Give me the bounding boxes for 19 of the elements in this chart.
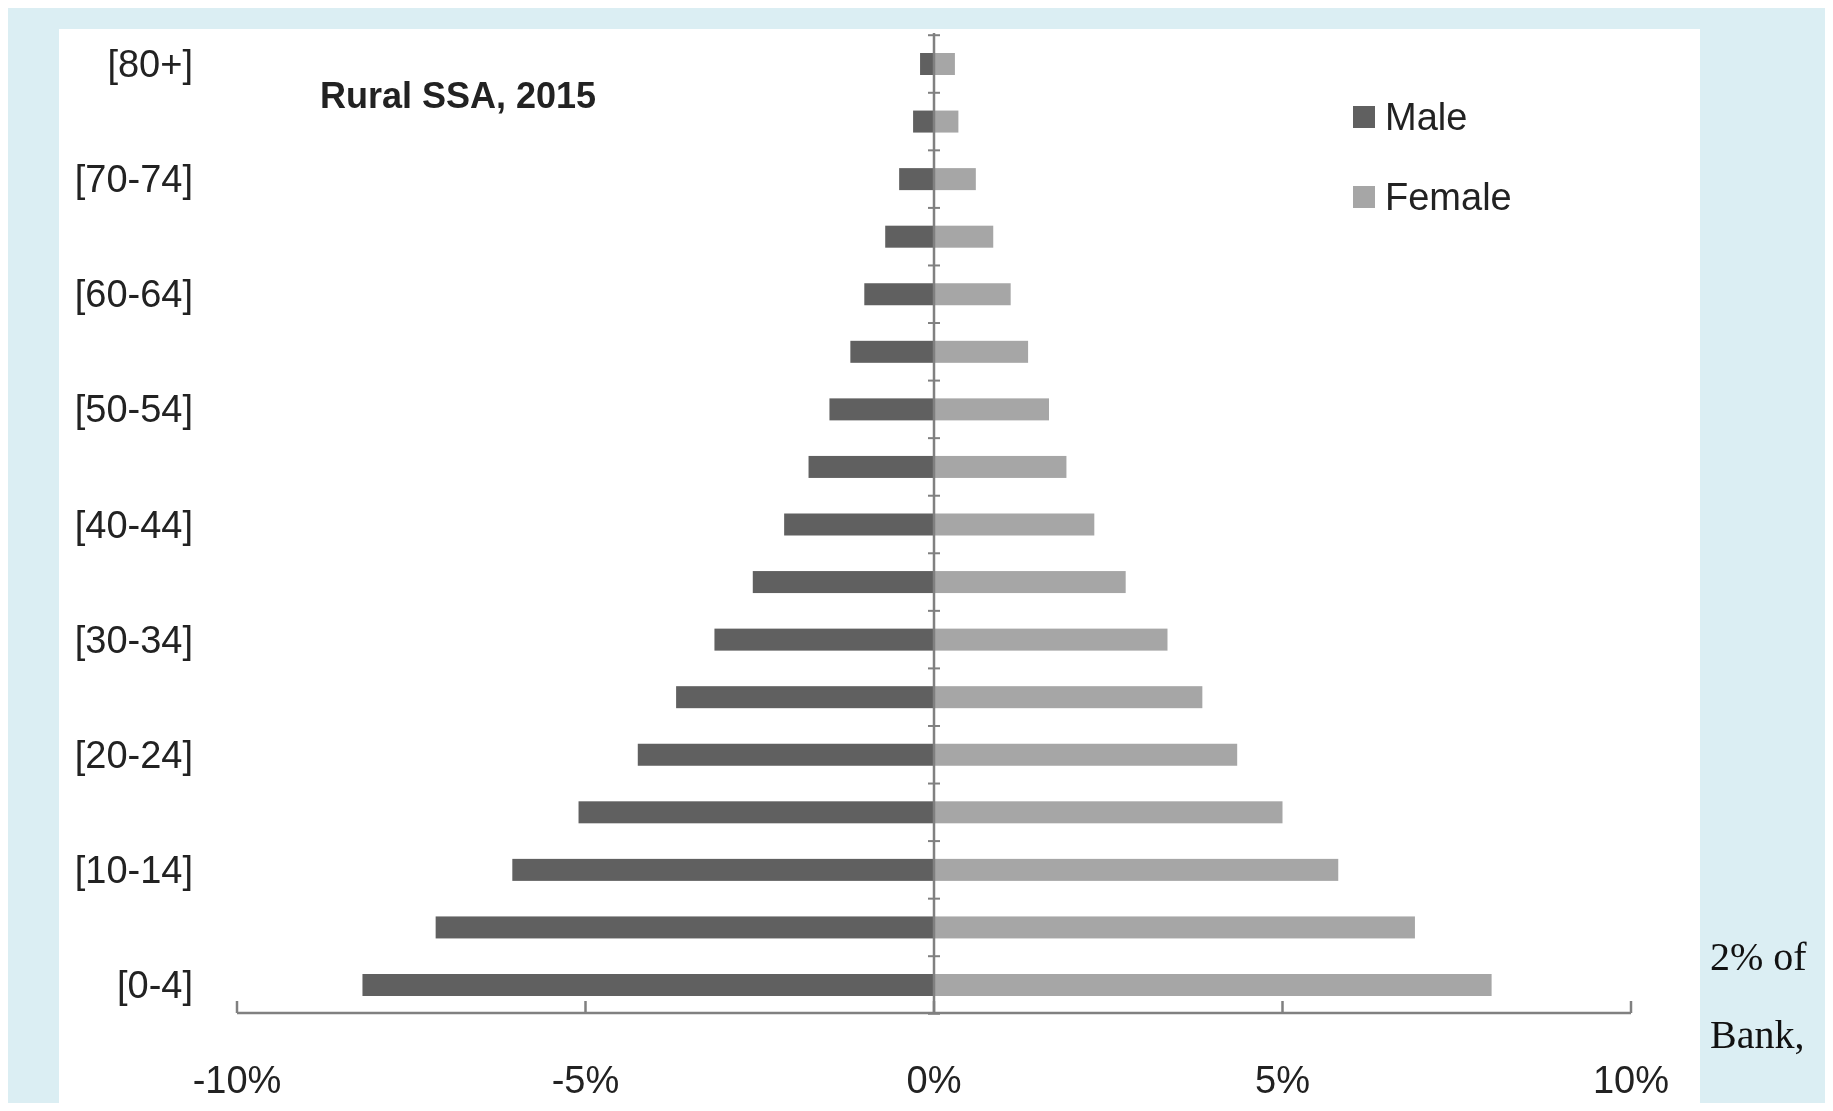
y-tick-label: [10-14] — [74, 848, 193, 891]
y-tick-label: [20-24] — [74, 733, 193, 776]
text: Bank, — [1710, 1012, 1805, 1057]
x-tick-label: 5% — [1255, 1059, 1310, 1101]
x-tick-label: 0% — [906, 1059, 962, 1101]
x-tick-label: -5% — [551, 1059, 620, 1101]
text: Rural SSA, 2015 — [320, 75, 597, 116]
y-tick-label: [70-74] — [74, 158, 193, 201]
x-tick-label: 10% — [1592, 1059, 1670, 1101]
y-tick-label: [0-4] — [116, 964, 193, 1006]
y-tick-label: [30-34] — [74, 618, 193, 661]
text: 2% of — [1710, 934, 1808, 979]
x-tick-label: -10% — [192, 1059, 282, 1101]
y-tick-label: [50-54] — [74, 388, 193, 431]
y-tick-label: [40-44] — [74, 503, 193, 546]
y-tick-label: [60-64] — [74, 273, 193, 316]
legend-label: Male — [1385, 96, 1468, 138]
y-tick-label: [80+] — [107, 43, 193, 85]
legend-label: Female — [1385, 176, 1512, 218]
